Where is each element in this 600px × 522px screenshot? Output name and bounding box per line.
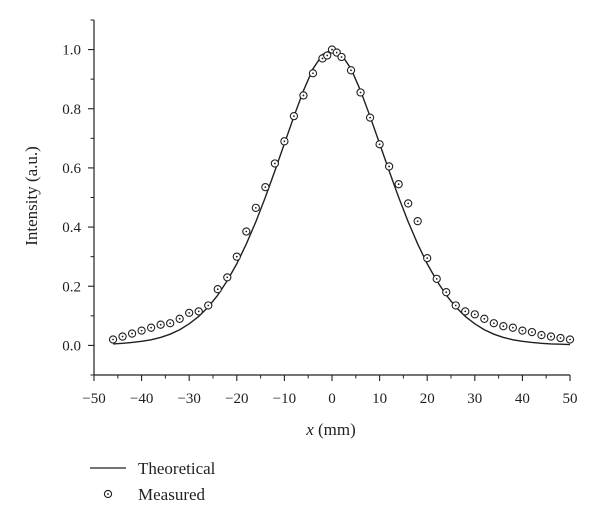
measured-point [527, 327, 537, 337]
legend-label-measured: Measured [138, 485, 206, 504]
measured-point [194, 307, 203, 316]
x-tick-label: −10 [273, 391, 296, 407]
measured-point [166, 319, 175, 328]
y-tick-label: 0.6 [62, 161, 81, 177]
measured-point [232, 252, 241, 261]
measured-point [137, 326, 146, 335]
y-axis-label: Intensity (a.u.) [22, 146, 41, 246]
y-ticks: 0.0 0.2 0.4 0.6 0.8 1.0 [62, 19, 94, 376]
measured-point [404, 199, 413, 208]
legend-label-theoretical: Theoretical [138, 459, 216, 478]
measured-point [146, 323, 156, 332]
y-tick-label: 0.0 [62, 338, 81, 354]
measured-point [308, 69, 318, 78]
y-tick-label: 0.8 [62, 102, 81, 118]
measured-point [213, 285, 222, 294]
measured-point [242, 227, 251, 236]
measured-point [518, 326, 527, 335]
x-tick-label: 50 [563, 391, 578, 407]
measured-point [156, 320, 165, 329]
measured-point [375, 140, 384, 149]
legend-marker-dot [107, 493, 109, 495]
measured-point [118, 332, 127, 341]
y-tick-label: 1.0 [62, 43, 81, 59]
x-tick-label: −20 [225, 391, 248, 407]
x-tick-label: 40 [515, 391, 530, 407]
measured-point [204, 301, 213, 310]
measured-point [280, 137, 289, 146]
x-axis-unit: (mm) [314, 420, 356, 439]
measured-point [470, 310, 479, 319]
measured-point [175, 314, 184, 323]
legend-marker-swatch [103, 489, 113, 499]
measured-point [323, 51, 332, 60]
x-tick-label: 0 [328, 391, 336, 407]
y-tick-label: 0.4 [62, 220, 81, 236]
measured-point [546, 332, 556, 341]
measured-point [185, 308, 194, 318]
measured-point [508, 323, 518, 332]
measured-point [346, 66, 356, 75]
theoretical-line [112, 48, 571, 346]
measured-point [413, 217, 422, 226]
x-axis-variable: x [305, 420, 314, 439]
measured-point [423, 253, 432, 263]
measured-point [365, 113, 375, 122]
measured-point [251, 203, 260, 213]
measured-point [394, 180, 403, 189]
measured-point [480, 314, 489, 323]
x-tick-label: −40 [130, 391, 153, 407]
measured-series [108, 45, 575, 344]
legend: Theoretical Measured [90, 459, 216, 504]
theoretical-series [112, 48, 571, 346]
x-axis-label: x (mm) [305, 420, 356, 439]
axes [93, 20, 570, 376]
measured-point [442, 288, 451, 297]
x-ticks: −50 −40 −30 −20 −10 0 10 20 30 40 50 [82, 375, 578, 407]
measured-point [537, 330, 546, 340]
x-tick-label: 30 [467, 391, 482, 407]
y-tick-label: 0.2 [62, 279, 81, 295]
x-tick-label: −50 [82, 391, 105, 407]
measured-point [432, 274, 441, 284]
measured-point [499, 322, 508, 331]
x-tick-label: −30 [177, 391, 200, 407]
measured-point [489, 319, 498, 328]
measured-point [127, 329, 137, 338]
measured-point [356, 88, 365, 97]
measured-point [299, 91, 308, 100]
measured-point [270, 159, 280, 168]
measured-point [337, 52, 346, 62]
measured-point [108, 335, 118, 344]
measured-point [223, 273, 232, 282]
measured-point [556, 333, 565, 343]
measured-point [384, 162, 394, 171]
measured-point [289, 111, 299, 121]
measured-point [451, 301, 460, 310]
x-tick-label: 20 [420, 391, 435, 407]
measured-point [565, 335, 575, 344]
measured-point [461, 307, 470, 316]
x-tick-label: 10 [372, 391, 387, 407]
measured-point [261, 182, 270, 192]
